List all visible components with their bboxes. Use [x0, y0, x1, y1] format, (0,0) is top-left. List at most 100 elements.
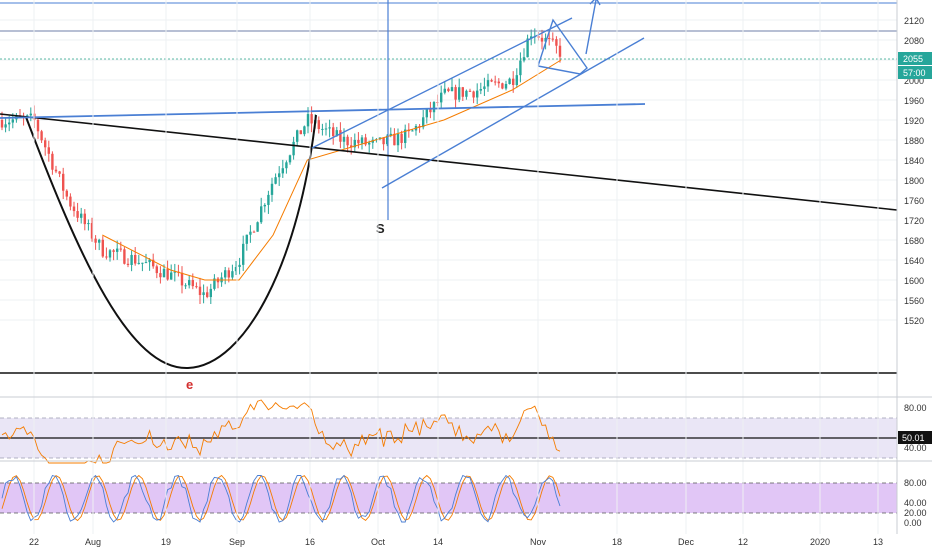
candle-body [389, 133, 392, 136]
neckline [0, 103, 646, 119]
candle-body [198, 286, 202, 296]
candle-body [263, 204, 266, 207]
candle-body [0, 120, 4, 128]
stoch-tick-label: 0.00 [904, 518, 922, 528]
candle-body [238, 264, 241, 267]
price-tick-label: 1800 [904, 176, 924, 186]
rsi-value-text: 50.01 [902, 433, 925, 443]
candle-body [4, 124, 7, 128]
rsi-tick-label: 40.00 [904, 443, 927, 453]
price-tick-label: 1880 [904, 136, 924, 146]
candle-body [94, 238, 97, 243]
x-tick-label: 22 [29, 537, 39, 547]
annotation-s: S [376, 221, 385, 236]
candle-body [98, 239, 101, 243]
candle-body [494, 81, 497, 83]
candle-body [11, 119, 14, 123]
rsi-line [1, 399, 561, 464]
candle-body [206, 292, 209, 298]
candle-body [519, 60, 522, 76]
cup-curve [25, 114, 317, 370]
stoch-band [0, 483, 897, 513]
candle-body [551, 38, 554, 40]
last-price-text: 2055 [903, 54, 923, 64]
candle-body [144, 262, 148, 264]
x-tick-label: 2020 [810, 537, 830, 547]
candle-body [234, 266, 238, 272]
candle-body [479, 89, 482, 91]
candle-body [51, 153, 54, 170]
candle-body [173, 271, 176, 273]
price-tick-label: 1760 [904, 196, 924, 206]
candle-body [281, 168, 284, 174]
axis-layer: 2120208020402000196019201880184018001760… [29, 16, 932, 547]
price-tick-label: 2000 [904, 76, 924, 86]
candle-body [461, 87, 464, 97]
candle-body [540, 37, 544, 42]
candle-body [339, 130, 342, 142]
candle-body [472, 91, 475, 98]
candle-body [476, 90, 479, 98]
candle-body [382, 137, 385, 145]
candle-body [105, 256, 108, 258]
candle-body [335, 130, 338, 137]
candle-body [8, 122, 11, 125]
candle-body [260, 206, 263, 223]
candle-body [440, 92, 443, 103]
candle-body [342, 136, 346, 142]
candle-body [184, 285, 187, 287]
x-tick-label: 16 [305, 537, 315, 547]
candle-body [148, 259, 151, 263]
candle-body [364, 137, 367, 145]
candle-body [386, 135, 389, 145]
candle-body [544, 37, 547, 42]
candle-body [360, 137, 364, 144]
x-tick-label: Sep [229, 537, 245, 547]
candle-body [180, 272, 184, 286]
candle-body [353, 139, 356, 148]
stochastic-k-line [1, 474, 561, 523]
candle-body [155, 266, 158, 274]
candle-body [458, 87, 461, 100]
candle-body [332, 127, 335, 137]
candle-body [368, 142, 371, 145]
candle-body [29, 113, 32, 116]
candle-body [530, 36, 533, 39]
candle-body [270, 183, 274, 195]
candle-body [310, 114, 313, 124]
candle-body [249, 231, 252, 235]
candle-body [396, 133, 400, 146]
candle-body [393, 133, 396, 146]
stoch-tick-label: 20.00 [904, 508, 927, 518]
candle-body [321, 128, 324, 130]
candle-body [267, 194, 270, 205]
price-tick-label: 1840 [904, 156, 924, 166]
candle-body [209, 288, 212, 298]
price-tick-label: 1560 [904, 296, 924, 306]
price-tick-label: 1960 [904, 96, 924, 106]
candle-body [202, 292, 205, 296]
price-tick-label: 1520 [904, 316, 924, 326]
candle-body [166, 268, 169, 280]
candle-body [486, 80, 490, 87]
candle-body [443, 88, 446, 93]
channel-lower-line [381, 37, 645, 189]
candle-body [76, 211, 79, 218]
candle-body [504, 84, 508, 89]
candle-body [468, 90, 472, 92]
candle-body [134, 254, 137, 264]
grid-layer [0, 19, 897, 321]
candle-body [242, 243, 245, 265]
candle-body [188, 280, 191, 286]
price-tick-label: 1640 [904, 256, 924, 266]
candle-body [130, 254, 133, 265]
countdown-badge [898, 66, 932, 79]
candle-body [411, 130, 414, 132]
candle-body [483, 86, 486, 90]
x-tick-label: 14 [433, 537, 443, 547]
x-tick-label: Oct [371, 537, 386, 547]
candle-body [497, 81, 500, 84]
candle-body [548, 37, 551, 39]
